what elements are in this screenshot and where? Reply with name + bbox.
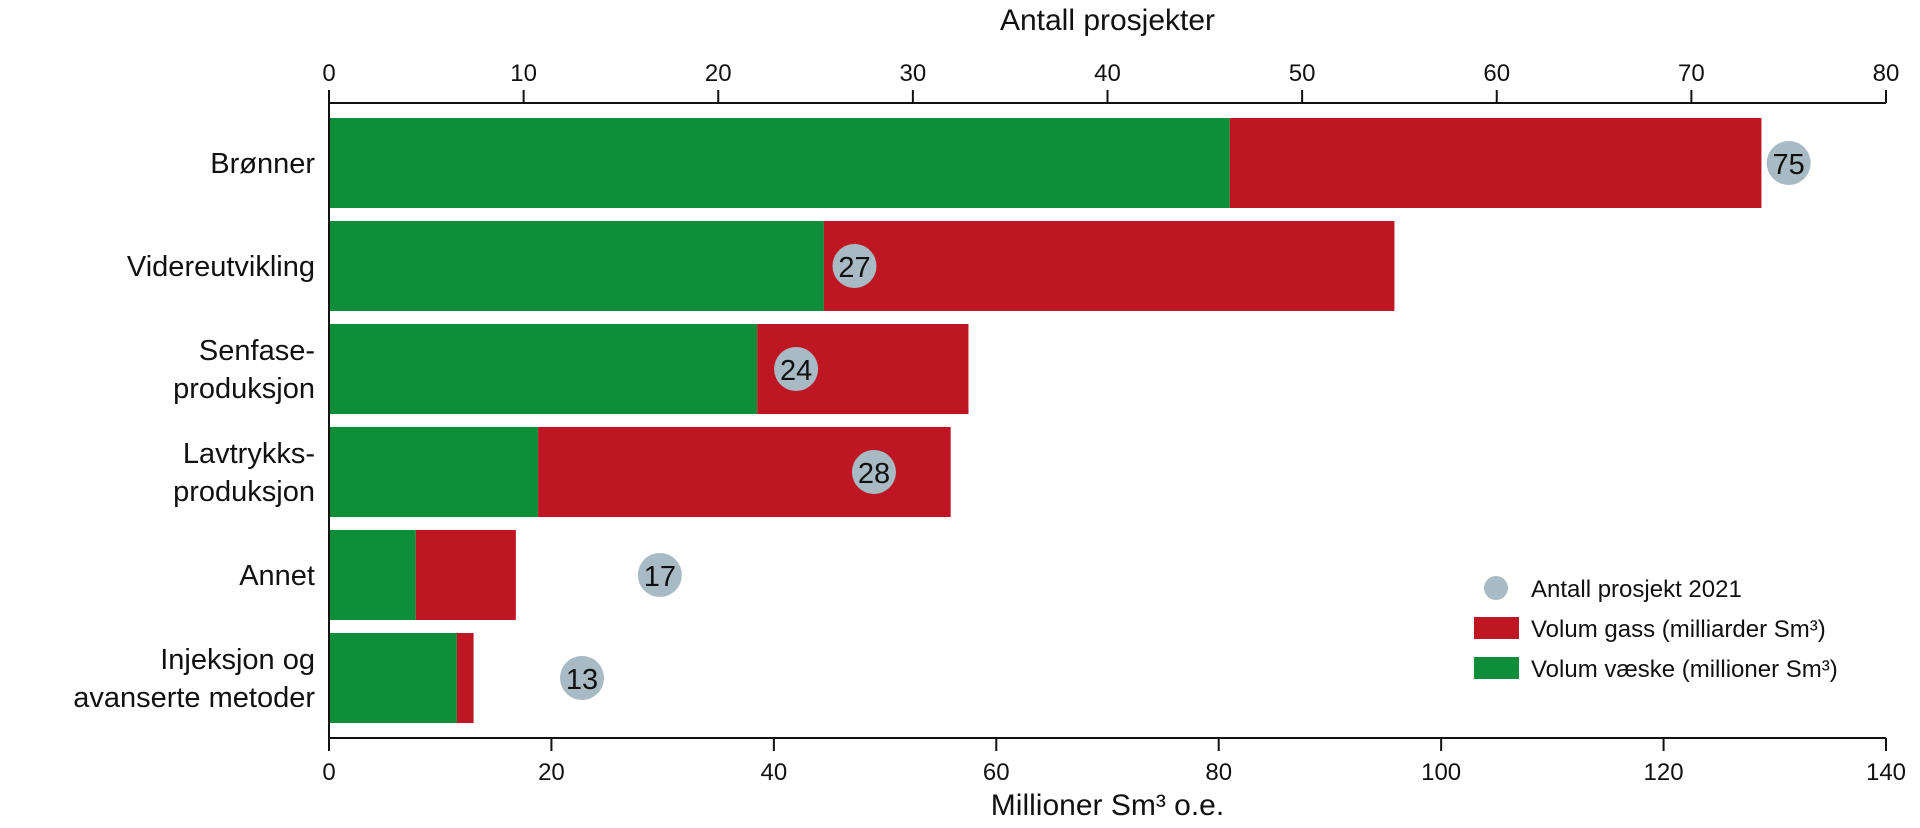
bar-liquid-1	[329, 221, 824, 311]
bar-gas-4	[415, 530, 516, 620]
top-tick-label-3: 30	[900, 60, 927, 87]
category-label-line: Annet	[239, 560, 315, 592]
bar-liquid-4	[329, 530, 416, 620]
bottom-tick-label-3: 60	[983, 759, 1010, 786]
bar-gas-1	[823, 221, 1395, 311]
category-label-4: Annet	[239, 560, 315, 592]
legend-dot-swatch	[1484, 576, 1508, 600]
top-tick-label-0: 0	[322, 60, 335, 87]
top-tick-label-4: 40	[1094, 60, 1121, 87]
top-axis-title: Antall prosjekter	[1000, 4, 1215, 37]
category-label-0: Brønner	[210, 148, 315, 180]
bar-liquid-3	[329, 427, 539, 517]
bottom-tick-label-4: 80	[1205, 759, 1232, 786]
project-count-dot-4	[637, 553, 682, 597]
project-count-label-3: 28	[858, 458, 890, 490]
top-tick-label-6: 60	[1483, 60, 1510, 87]
category-label-2: Senfase-produksjon	[173, 335, 315, 405]
legend-box-swatch-1	[1474, 617, 1519, 639]
bar-liquid-0	[329, 118, 1230, 208]
category-label-line: Lavtrykks-	[183, 438, 315, 470]
bottom-tick-label-7: 140	[1866, 759, 1906, 786]
category-label-line: produksjon	[173, 373, 315, 405]
bars-layer	[329, 118, 1762, 723]
legend: Antall prosjekt 2021 Volum gass (milliard…	[1474, 576, 1838, 683]
project-count-dot-1	[832, 244, 877, 288]
category-label-3: Lavtrykks-produksjon	[173, 438, 315, 508]
category-labels: Brønner Videreutvikling Senfase-produksjon…	[73, 148, 315, 714]
project-count-label-1: 27	[838, 252, 870, 284]
legend-box-swatch-2	[1474, 657, 1519, 679]
bottom-tick-label-5: 100	[1421, 759, 1461, 786]
bottom-axis-title: Millioner Sm³ o.e.	[991, 789, 1224, 822]
project-count-label-5: 13	[566, 664, 598, 696]
legend-label-1: Volum gass (milliarder Sm³)	[1531, 616, 1826, 643]
legend-label-0: Antall prosjekt 2021	[1531, 576, 1742, 603]
dots-layer: 75 27 24 28 17 13	[560, 141, 1811, 700]
top-tick-label-5: 50	[1289, 60, 1316, 87]
top-tick-label-1: 10	[510, 60, 537, 87]
legend-label-2: Volum væske (millioner Sm³)	[1531, 656, 1838, 683]
bar-liquid-5	[329, 633, 457, 723]
project-count-dot-0	[1766, 141, 1811, 185]
bar-liquid-2	[329, 324, 758, 414]
axes-layer: 0 10 20 30 40 50 60 70 80 0 20 40 60 80 100 120 140	[322, 60, 1906, 786]
bottom-tick-label-0: 0	[322, 759, 335, 786]
bar-gas-0	[1229, 118, 1762, 208]
project-count-dot-5	[560, 656, 605, 700]
category-label-line: Injeksjon og	[160, 644, 315, 676]
category-label-1: Videreutvikling	[127, 251, 315, 283]
bar-gas-5	[456, 633, 474, 723]
category-label-line: Senfase-	[199, 335, 315, 367]
category-label-5: Injeksjon og avanserte metoder	[73, 644, 315, 714]
top-tick-label-2: 20	[705, 60, 732, 87]
category-label-line: Brønner	[210, 148, 315, 180]
category-label-line: produksjon	[173, 476, 315, 508]
bottom-tick-label-2: 40	[761, 759, 788, 786]
project-count-label-0: 75	[1773, 149, 1805, 181]
project-count-label-4: 17	[644, 561, 676, 593]
project-count-dot-3	[851, 450, 896, 494]
top-tick-label-7: 70	[1678, 60, 1705, 87]
bottom-tick-label-6: 120	[1644, 759, 1684, 786]
category-label-line: avanserte metoder	[73, 682, 315, 714]
project-count-label-2: 24	[780, 355, 812, 387]
project-count-dot-2	[774, 347, 819, 391]
bottom-tick-label-1: 20	[538, 759, 565, 786]
top-tick-label-8: 80	[1873, 60, 1900, 87]
category-label-line: Videreutvikling	[127, 251, 315, 283]
